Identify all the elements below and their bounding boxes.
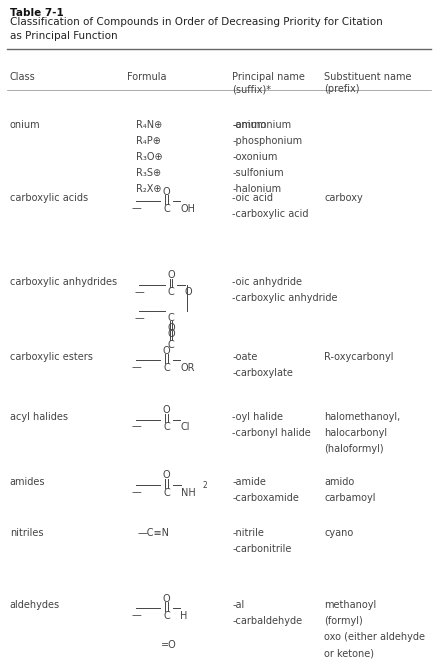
Text: NH: NH — [181, 488, 196, 498]
Text: or ketone): or ketone) — [324, 648, 374, 658]
Text: O: O — [162, 470, 170, 480]
Text: Cl: Cl — [180, 422, 190, 432]
Text: -al: -al — [232, 600, 244, 610]
Text: C: C — [163, 611, 170, 621]
Text: O: O — [167, 323, 175, 333]
Text: —: — — [131, 610, 141, 620]
Text: O: O — [162, 187, 170, 197]
Text: C: C — [167, 313, 174, 323]
Text: carboxylic acids: carboxylic acids — [10, 193, 88, 203]
Text: onium: onium — [10, 120, 40, 130]
Text: H: H — [180, 611, 188, 621]
Text: O: O — [185, 287, 192, 297]
Text: acyl halides: acyl halides — [10, 412, 67, 422]
Text: C: C — [163, 204, 170, 214]
Text: oxo (either aldehyde: oxo (either aldehyde — [324, 632, 425, 642]
Text: aldehydes: aldehydes — [10, 600, 60, 610]
Text: -oxonium: -oxonium — [232, 152, 278, 162]
Text: Class: Class — [10, 72, 35, 82]
Text: -amide: -amide — [232, 477, 266, 487]
Text: OR: OR — [180, 363, 195, 373]
Text: R₃S⊕: R₃S⊕ — [136, 168, 161, 178]
Text: R₄P⊕: R₄P⊕ — [136, 136, 161, 146]
Text: carbamoyl: carbamoyl — [324, 493, 376, 503]
Text: cyano: cyano — [324, 528, 353, 538]
Text: halocarbonyl: halocarbonyl — [324, 428, 387, 438]
Text: -carbonyl halide: -carbonyl halide — [232, 428, 311, 438]
Text: amides: amides — [10, 477, 45, 487]
Text: C: C — [163, 488, 170, 498]
Text: -sulfonium: -sulfonium — [232, 168, 284, 178]
Text: -carboxylic acid: -carboxylic acid — [232, 209, 309, 219]
Text: C: C — [163, 422, 170, 432]
Text: -carboxylate: -carboxylate — [232, 368, 293, 378]
Text: —: — — [135, 313, 145, 323]
Text: —: — — [131, 422, 141, 432]
Text: —C≡N: —C≡N — [138, 528, 170, 538]
Text: -ammonium: -ammonium — [232, 120, 291, 130]
Text: -carboxamide: -carboxamide — [232, 493, 299, 503]
Text: Substituent name
(prefix): Substituent name (prefix) — [324, 72, 412, 95]
Text: O: O — [167, 270, 175, 280]
Text: -carbonitrile: -carbonitrile — [232, 544, 292, 554]
Text: O: O — [162, 594, 170, 604]
Text: —: — — [135, 287, 145, 297]
Text: halomethanoyl,: halomethanoyl, — [324, 412, 400, 422]
Text: Formula: Formula — [127, 72, 166, 82]
Text: =O: =O — [161, 640, 177, 650]
Text: O: O — [167, 329, 175, 340]
Text: C: C — [167, 287, 174, 297]
Text: R₄N⊕: R₄N⊕ — [136, 120, 162, 130]
Text: —: — — [131, 487, 141, 497]
Text: (haloformyl): (haloformyl) — [324, 444, 384, 454]
Text: Classification of Compounds in Order of Decreasing Priority for Citation
as Prin: Classification of Compounds in Order of … — [10, 17, 382, 41]
Text: R₃O⊕: R₃O⊕ — [136, 152, 162, 162]
Text: -onium: -onium — [232, 120, 266, 130]
Text: -oic anhydride: -oic anhydride — [232, 277, 302, 287]
Text: Principal name
(suffix)*: Principal name (suffix)* — [232, 72, 305, 95]
Text: -oate: -oate — [232, 352, 258, 362]
Text: carboxylic esters: carboxylic esters — [10, 352, 92, 362]
Text: C: C — [163, 363, 170, 373]
Text: -nitrile: -nitrile — [232, 528, 264, 538]
Text: Table 7-1: Table 7-1 — [10, 8, 64, 18]
Text: R-oxycarbonyl: R-oxycarbonyl — [324, 352, 394, 362]
Text: nitriles: nitriles — [10, 528, 43, 538]
Text: -oyl halide: -oyl halide — [232, 412, 283, 422]
Text: -carbaldehyde: -carbaldehyde — [232, 616, 302, 626]
Text: 2: 2 — [203, 481, 208, 490]
Text: (formyl): (formyl) — [324, 616, 363, 626]
Text: OH: OH — [180, 204, 195, 214]
Text: carboxy: carboxy — [324, 193, 363, 203]
Text: -halonium: -halonium — [232, 184, 281, 194]
Text: -oic acid: -oic acid — [232, 193, 273, 203]
Text: —: — — [131, 362, 141, 372]
Text: C: C — [167, 340, 174, 350]
Text: -phosphonium: -phosphonium — [232, 136, 302, 146]
Text: O: O — [162, 346, 170, 356]
Text: amido: amido — [324, 477, 354, 487]
Text: —: — — [131, 203, 141, 213]
Text: R₂X⊕: R₂X⊕ — [136, 184, 161, 194]
Text: -carboxylic anhydride: -carboxylic anhydride — [232, 293, 338, 303]
Text: O: O — [162, 405, 170, 415]
Text: carboxylic anhydrides: carboxylic anhydrides — [10, 277, 117, 287]
Text: methanoyl: methanoyl — [324, 600, 376, 610]
